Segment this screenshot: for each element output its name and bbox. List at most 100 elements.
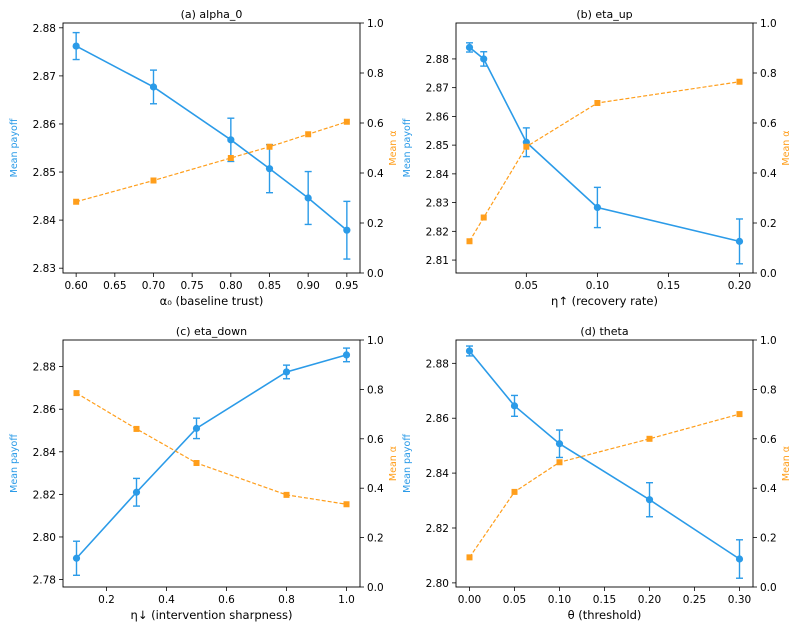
alpha-series-line bbox=[75, 121, 348, 203]
x-tick-label: 0.65 bbox=[103, 280, 126, 292]
alpha-point bbox=[193, 460, 200, 467]
payoff-point bbox=[735, 555, 744, 563]
chart-panel-1: (a) alpha_0 0.60 0.65 0.70 0.75 0.80 0.85 0.90 0… bbox=[9, 8, 399, 308]
x-tick-label: 0.00 bbox=[458, 594, 481, 606]
y-left-tick-label: 2.85 bbox=[33, 167, 56, 179]
x-tick-label: 0.20 bbox=[638, 594, 661, 606]
alpha-point bbox=[73, 198, 80, 205]
payoff-point bbox=[72, 42, 80, 50]
y-right-tick-label: 0.4 bbox=[760, 168, 777, 180]
alpha-series-line bbox=[468, 81, 740, 242]
x-tick-label: 0.10 bbox=[548, 594, 571, 606]
payoff-point bbox=[132, 488, 141, 496]
payoff-point bbox=[72, 554, 81, 562]
alpha-point bbox=[283, 491, 290, 498]
payoff-point bbox=[149, 83, 158, 91]
y-right-tick-label: 0.8 bbox=[367, 384, 384, 396]
y-right-tick-label: 0.0 bbox=[367, 268, 384, 280]
alpha-point bbox=[556, 459, 563, 466]
payoff-point bbox=[735, 237, 744, 245]
payoff-point bbox=[192, 424, 201, 432]
y-left-tick-label: 2.87 bbox=[33, 71, 56, 83]
chart-title: (c) eta_down bbox=[176, 325, 247, 338]
payoff-series-line bbox=[468, 46, 740, 243]
y-left-tick-label: 2.84 bbox=[426, 468, 450, 480]
x-tick-label: 0.75 bbox=[180, 280, 203, 292]
y-right-tick-label: 0.6 bbox=[367, 118, 384, 130]
y-left-tick-label: 2.84 bbox=[33, 215, 57, 227]
alpha-point bbox=[227, 155, 234, 161]
payoff-point bbox=[282, 368, 291, 376]
payoff-series-line bbox=[75, 354, 347, 559]
y-right-axis-label: Mean α bbox=[388, 130, 399, 165]
x-tick-label: 0.6 bbox=[218, 594, 235, 606]
x-tick-label: 0.25 bbox=[683, 594, 706, 606]
y-left-tick-label: 2.86 bbox=[33, 404, 57, 416]
alpha-point bbox=[594, 100, 601, 106]
plot-frame bbox=[62, 22, 361, 274]
y-left-tick-label: 2.82 bbox=[426, 523, 449, 535]
y-left-tick-label: 2.85 bbox=[426, 140, 449, 152]
x-tick-label: 0.95 bbox=[335, 280, 358, 292]
alpha-point bbox=[343, 118, 350, 125]
y-left-tick-label: 2.86 bbox=[426, 111, 450, 123]
alpha-point bbox=[343, 501, 350, 508]
payoff-point bbox=[480, 55, 488, 63]
y-left-tick-label: 2.88 bbox=[33, 362, 56, 374]
plot-frame bbox=[455, 339, 754, 588]
y-right-tick-label: 0.4 bbox=[760, 483, 777, 495]
y-right-tick-label: 1.0 bbox=[367, 18, 384, 30]
y-right-tick-label: 0.2 bbox=[367, 533, 384, 545]
payoff-point bbox=[465, 43, 474, 52]
plot-frame bbox=[62, 339, 361, 588]
alpha-point bbox=[480, 214, 487, 221]
payoff-point bbox=[645, 496, 654, 504]
x-tick-label: 0.90 bbox=[296, 280, 319, 292]
alpha-series-line bbox=[76, 392, 347, 505]
y-left-tick-label: 2.82 bbox=[33, 489, 56, 501]
alpha-series-line bbox=[469, 413, 740, 558]
y-right-axis-label: Mean α bbox=[388, 446, 399, 481]
y-left-tick-label: 2.84 bbox=[33, 447, 57, 459]
x-tick-label: 0.8 bbox=[278, 594, 295, 606]
chart-title: (d) theta bbox=[580, 325, 628, 338]
y-left-axis-label: Mean payoff bbox=[9, 118, 20, 177]
alpha-point bbox=[523, 143, 530, 150]
payoff-series-line bbox=[75, 45, 348, 231]
y-right-tick-label: 0.8 bbox=[760, 68, 777, 80]
y-left-tick-label: 2.80 bbox=[33, 532, 56, 544]
x-tick-label: 0.70 bbox=[142, 280, 165, 292]
y-left-tick-label: 2.88 bbox=[33, 23, 56, 35]
alpha-point bbox=[466, 554, 473, 561]
y-right-tick-label: 1.0 bbox=[760, 335, 777, 347]
y-right-tick-label: 0.0 bbox=[760, 268, 777, 280]
x-tick-label: 0.2 bbox=[98, 594, 115, 606]
payoff-point bbox=[555, 440, 564, 448]
y-right-tick-label: 0.0 bbox=[760, 582, 777, 594]
y-right-tick-label: 0.6 bbox=[760, 118, 777, 130]
y-right-tick-label: 1.0 bbox=[760, 18, 777, 30]
payoff-point bbox=[465, 347, 474, 355]
payoff-point bbox=[343, 226, 351, 234]
y-left-tick-label: 2.88 bbox=[426, 358, 449, 370]
payoff-series-line bbox=[468, 350, 740, 560]
alpha-point bbox=[466, 238, 473, 245]
y-left-axis-label: Mean payoff bbox=[402, 118, 413, 177]
y-left-tick-label: 2.83 bbox=[426, 198, 449, 210]
payoff-point bbox=[265, 165, 274, 173]
y-left-tick-label: 2.88 bbox=[426, 54, 449, 66]
y-left-tick-label: 2.82 bbox=[426, 226, 449, 238]
alpha-point bbox=[646, 435, 653, 442]
y-right-tick-label: 1.0 bbox=[367, 335, 384, 347]
x-tick-label: 0.20 bbox=[728, 280, 751, 292]
x-axis-label: θ (threshold) bbox=[568, 608, 642, 622]
y-right-axis-label: Mean α bbox=[781, 130, 792, 165]
y-right-tick-label: 0.6 bbox=[760, 434, 777, 446]
y-left-tick-label: 2.83 bbox=[33, 263, 56, 275]
alpha-point bbox=[736, 78, 743, 85]
alpha-point bbox=[73, 390, 80, 397]
y-right-tick-label: 0.8 bbox=[760, 384, 777, 396]
y-right-tick-label: 0.4 bbox=[367, 168, 384, 180]
y-left-tick-label: 2.86 bbox=[33, 119, 57, 131]
